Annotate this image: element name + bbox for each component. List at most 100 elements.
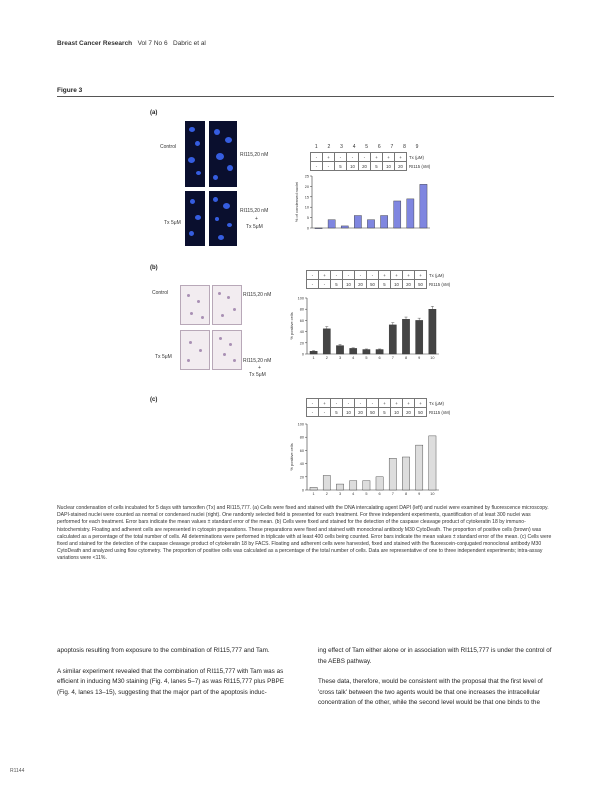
y-tick-label: 0 <box>307 227 309 231</box>
panel-a-row-label-control: Control <box>160 144 177 150</box>
journal-name: Breast Cancer Research <box>57 40 133 47</box>
bar <box>349 348 358 355</box>
x-tick-label: 6 <box>379 492 381 496</box>
bar <box>428 309 437 355</box>
bar <box>428 435 437 491</box>
y-tick-label: 80 <box>300 436 304 440</box>
ihc-image-combination <box>212 330 242 370</box>
bar <box>415 320 424 355</box>
panel-b-row-label-control: Control <box>152 290 169 296</box>
x-tick-label: 6 <box>379 356 381 360</box>
y-tick-label: 40 <box>300 330 304 334</box>
bar <box>309 351 318 355</box>
paragraph: ing effect of Tam either alone or in ass… <box>318 647 552 665</box>
bar <box>322 328 331 355</box>
x-tick-label: 8 <box>405 492 407 496</box>
bar <box>380 215 388 229</box>
bar <box>375 476 384 491</box>
x-tick-label: 4 <box>352 356 354 360</box>
figure-rule <box>57 96 554 97</box>
dapi-image-ri115 <box>209 121 237 187</box>
bar <box>309 487 318 491</box>
bar <box>340 225 349 229</box>
body-column-right: ing effect of Tam either alone or in ass… <box>318 646 554 709</box>
x-tick-label: 3 <box>339 356 341 360</box>
y-tick-label: 25 <box>305 175 309 179</box>
ihc-image-tx <box>180 330 210 370</box>
y-axis-label: % positive cells <box>289 312 294 339</box>
x-tick-label: 1 <box>313 356 315 360</box>
y-tick-label: 100 <box>298 423 304 427</box>
page-number: R1144 <box>10 768 25 774</box>
chart-c: 0 20 40 60 80 100 % positive cells 1 2 3 4 5 6 7 8 9 10 <box>289 423 439 496</box>
table-row: - -5 10 20 5 10 20 RI115 (nM) <box>310 161 432 171</box>
panel-a-image-label-plus: + <box>255 216 258 222</box>
panel-c-treatment-table: - + - - - - + + + + Tx (μM) - -5 10 20 50 5 10 20 50 RI11… <box>306 398 452 417</box>
bar <box>415 444 424 491</box>
bar <box>402 456 410 491</box>
x-tick-label: 5 <box>365 492 367 496</box>
figure-title: Figure 3 <box>57 87 83 94</box>
bar <box>393 200 402 229</box>
table-row: - + - - - - + + + + Tx (μM) <box>306 398 452 408</box>
y-tick-label: 100 <box>298 297 304 301</box>
bar <box>314 227 323 229</box>
panel-a-row-label-tx: Tx 5μM <box>164 220 181 226</box>
panel-a-letter: (a) <box>150 110 158 116</box>
bar <box>354 215 362 229</box>
x-tick-label: 2 <box>326 492 328 496</box>
x-tick-label: 1 <box>313 492 315 496</box>
panel-b-image-label-plus: + <box>258 365 261 371</box>
dapi-image-tx <box>185 191 205 246</box>
panel-b-row-label-tx: Tx 5μM <box>155 354 172 360</box>
x-tick-label: 3 <box>339 492 341 496</box>
y-tick-label: 20 <box>300 341 304 345</box>
y-tick-label: 60 <box>300 319 304 323</box>
x-tick-label: 8 <box>405 356 407 360</box>
y-axis-label: % of condensed nuclei <box>294 182 299 222</box>
ihc-image-control <box>180 285 210 325</box>
running-header: Breast Cancer Research Vol 7 No 6 Dabric… <box>57 40 206 47</box>
bar <box>402 319 410 355</box>
x-tick-label: 9 <box>418 356 420 360</box>
bar <box>322 475 331 491</box>
panel-b-letter: (b) <box>150 265 158 271</box>
y-tick-label: 20 <box>305 185 309 189</box>
table-row: - -5 10 20 50 5 10 20 50 RI115 (nM) <box>306 407 452 417</box>
panel-a-image-label-1: RI115,20 nM <box>240 152 269 158</box>
paragraph: These data, therefore, would be consiste… <box>318 678 543 707</box>
x-tick-label: 7 <box>392 492 394 496</box>
bar <box>336 483 344 491</box>
x-tick-label: 10 <box>430 492 434 496</box>
table-row: - + - - - + + + Tx (μM) <box>310 152 432 162</box>
y-tick-label: 40 <box>300 462 304 466</box>
volume-info: Vol 7 No 6 <box>137 40 168 47</box>
bar <box>336 345 344 355</box>
figure-caption: Nuclear condensation of cells incubated … <box>57 505 552 562</box>
y-tick-label: 60 <box>300 449 304 453</box>
x-tick-label: 5 <box>365 356 367 360</box>
body-column-left: apoptosis resulting from exposure to the… <box>57 646 293 698</box>
y-tick-label: 80 <box>300 308 304 312</box>
x-tick-label: 2 <box>326 356 328 360</box>
x-tick-label: 4 <box>352 492 354 496</box>
bar <box>388 458 397 491</box>
bar <box>349 480 358 491</box>
bar <box>375 349 384 355</box>
x-tick-label: 10 <box>430 356 434 360</box>
y-tick-label: 10 <box>305 206 309 210</box>
y-tick-label: 20 <box>300 475 304 479</box>
panel-a-image-label-tx: Tx 5μM <box>246 224 263 230</box>
bar <box>362 349 371 355</box>
panel-b-image-label-2: RI115,20 nM <box>243 358 272 364</box>
authors: Dabric et al <box>173 40 206 47</box>
ihc-image-ri115 <box>212 285 242 325</box>
panel-b-treatment-table: - + - - - - + + + + Tx (μM) - -5 10 20 50 5 10 20 50 RI11… <box>306 270 452 289</box>
bar <box>362 480 371 491</box>
bar <box>367 219 375 229</box>
paragraph: apoptosis resulting from exposure to the… <box>57 647 270 654</box>
panel-b-image-label-tx: Tx 5μM <box>249 372 266 378</box>
paragraph: A similar experiment revealed that the c… <box>57 667 284 696</box>
table-row: - + - - - - + + + + Tx (μM) <box>306 270 452 280</box>
